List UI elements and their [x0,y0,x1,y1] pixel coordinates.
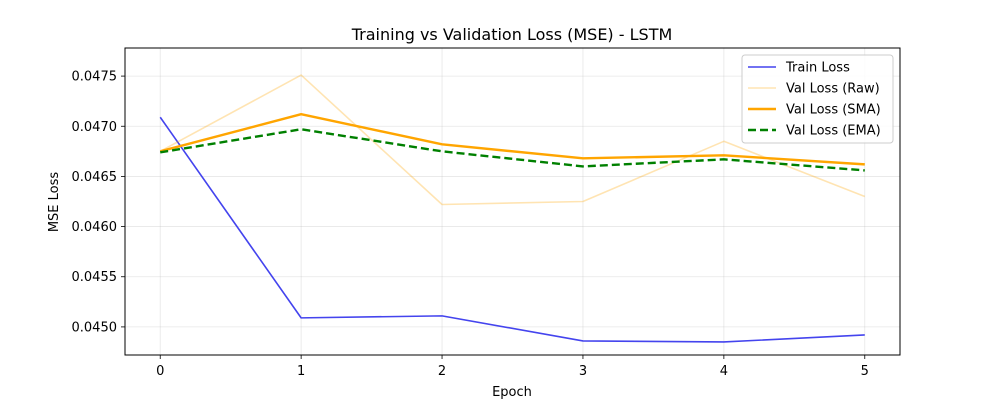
y-axis-label: MSE Loss [47,172,62,233]
x-tick-label: 2 [438,364,446,379]
series-lines [159,74,866,343]
y-tick-label: 0.0450 [72,320,118,335]
x-tick-label: 1 [297,364,305,379]
y-tick-label: 0.0455 [72,270,118,285]
chart-title: Training vs Validation Loss (MSE) - LSTM [351,25,673,44]
series-line-2 [159,74,866,206]
legend-box [741,54,894,144]
y-tick-label: 0.0470 [72,120,118,135]
legend-label: Val Loss (Raw) [786,82,880,97]
y-axis-ticks: 0.0450 0.0455 0.0460 0.0465 0.0470 0.0475 [72,70,125,335]
x-tick-label: 3 [579,364,587,379]
y-tick-label: 0.0465 [72,170,118,185]
x-axis-ticks: 0 1 2 3 4 5 [156,355,869,379]
series-line-1 [159,116,865,343]
x-tick-label: 4 [720,364,728,379]
y-tick-label: 0.0475 [72,70,118,85]
series-line-3 [159,113,865,166]
y-tick-label: 0.0460 [72,220,118,235]
x-tick-label: 5 [861,364,869,379]
legend: Train Loss Val Loss (Raw) Val Loss (SMA) Va… [741,54,894,144]
x-tick-label: 0 [156,364,164,379]
plot-frame [124,47,901,356]
legend-label: Val Loss (EMA) [786,124,881,139]
legend-label: Train Loss [785,61,850,76]
series-line-4 [160,128,865,172]
x-axis-label: Epoch [492,385,532,400]
legend-label: Val Loss (SMA) [786,103,881,118]
